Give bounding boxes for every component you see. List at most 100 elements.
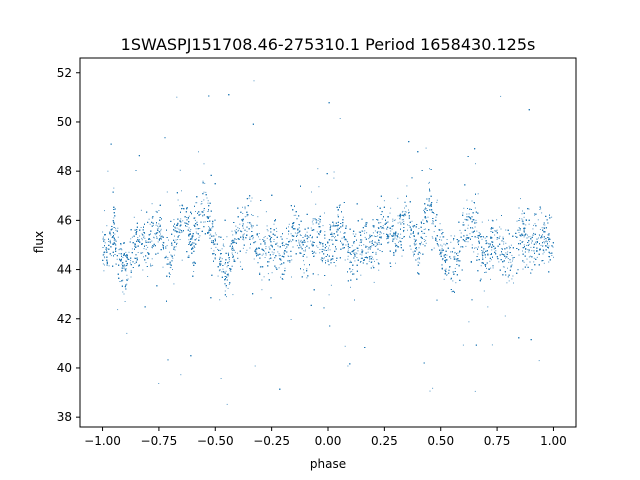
data-point — [306, 277, 308, 279]
data-point — [344, 345, 346, 347]
data-point — [544, 224, 546, 226]
data-point — [534, 214, 536, 216]
data-point — [109, 239, 111, 241]
data-point — [144, 237, 146, 239]
data-point — [152, 247, 153, 249]
data-point — [528, 256, 530, 258]
data-point — [319, 249, 321, 250]
data-point — [278, 253, 280, 255]
data-point — [170, 254, 172, 256]
data-point — [388, 241, 390, 243]
data-point — [130, 238, 132, 240]
data-point — [256, 252, 258, 254]
data-point — [482, 254, 484, 256]
data-point — [156, 236, 158, 238]
data-point — [454, 255, 456, 257]
data-point — [476, 222, 478, 224]
data-point — [318, 186, 320, 188]
data-point — [166, 191, 168, 193]
data-point — [288, 256, 290, 257]
data-point — [278, 246, 280, 248]
data-point — [265, 211, 267, 213]
data-point — [129, 262, 131, 264]
data-point — [516, 220, 518, 222]
data-point — [276, 231, 278, 232]
data-point — [317, 274, 319, 276]
data-point — [144, 232, 146, 234]
data-point — [401, 211, 403, 213]
data-point — [482, 256, 484, 258]
data-point — [311, 191, 312, 193]
data-point — [210, 233, 212, 235]
data-point — [303, 260, 304, 262]
data-point — [200, 213, 202, 215]
data-point — [422, 219, 424, 221]
data-point — [390, 230, 392, 232]
data-point — [160, 233, 161, 235]
data-point — [399, 218, 401, 220]
data-point — [383, 228, 385, 230]
data-point — [113, 187, 115, 189]
data-point — [222, 244, 224, 246]
data-point — [330, 284, 332, 286]
data-point — [486, 267, 487, 269]
data-point — [272, 246, 273, 248]
data-point — [423, 209, 425, 211]
data-point — [213, 244, 215, 246]
data-point — [435, 216, 437, 218]
data-point — [301, 241, 303, 243]
data-point — [160, 230, 162, 232]
data-point — [241, 231, 243, 232]
data-point — [167, 257, 169, 259]
data-point — [371, 245, 373, 246]
data-point — [242, 213, 244, 214]
data-point — [532, 228, 534, 230]
data-point — [510, 244, 512, 246]
data-point — [300, 241, 302, 243]
data-point — [386, 221, 388, 223]
data-point — [291, 276, 292, 278]
data-point — [304, 247, 306, 249]
data-point — [536, 256, 538, 258]
data-point — [113, 217, 115, 219]
data-point — [488, 219, 489, 221]
data-point — [318, 218, 320, 220]
data-point — [523, 261, 525, 263]
data-point — [541, 227, 543, 229]
data-point — [300, 252, 302, 254]
data-point — [142, 252, 144, 254]
data-point — [312, 223, 314, 225]
data-point — [393, 238, 395, 240]
data-point — [457, 242, 459, 244]
data-point — [503, 266, 505, 268]
data-point — [202, 180, 204, 182]
data-point — [104, 210, 105, 212]
data-point — [167, 258, 169, 260]
data-point — [326, 246, 328, 247]
data-point — [459, 229, 461, 231]
data-point — [219, 299, 221, 301]
data-point — [159, 235, 161, 237]
data-point — [519, 219, 521, 221]
data-point — [221, 271, 223, 273]
data-point — [395, 234, 397, 236]
data-point — [432, 220, 434, 222]
data-point — [525, 219, 527, 221]
data-point — [174, 235, 175, 237]
data-point — [472, 227, 474, 229]
data-point — [401, 255, 403, 257]
data-point — [319, 243, 321, 245]
data-point — [224, 290, 226, 292]
data-point — [242, 234, 244, 236]
data-point — [117, 227, 119, 229]
data-point — [178, 228, 180, 230]
data-point — [479, 243, 480, 244]
data-point — [425, 242, 427, 244]
data-point — [257, 253, 259, 255]
data-point — [231, 265, 233, 267]
data-point — [303, 272, 305, 274]
data-point — [507, 276, 509, 278]
data-point — [231, 249, 233, 251]
data-point — [104, 264, 105, 266]
data-point — [468, 321, 470, 323]
